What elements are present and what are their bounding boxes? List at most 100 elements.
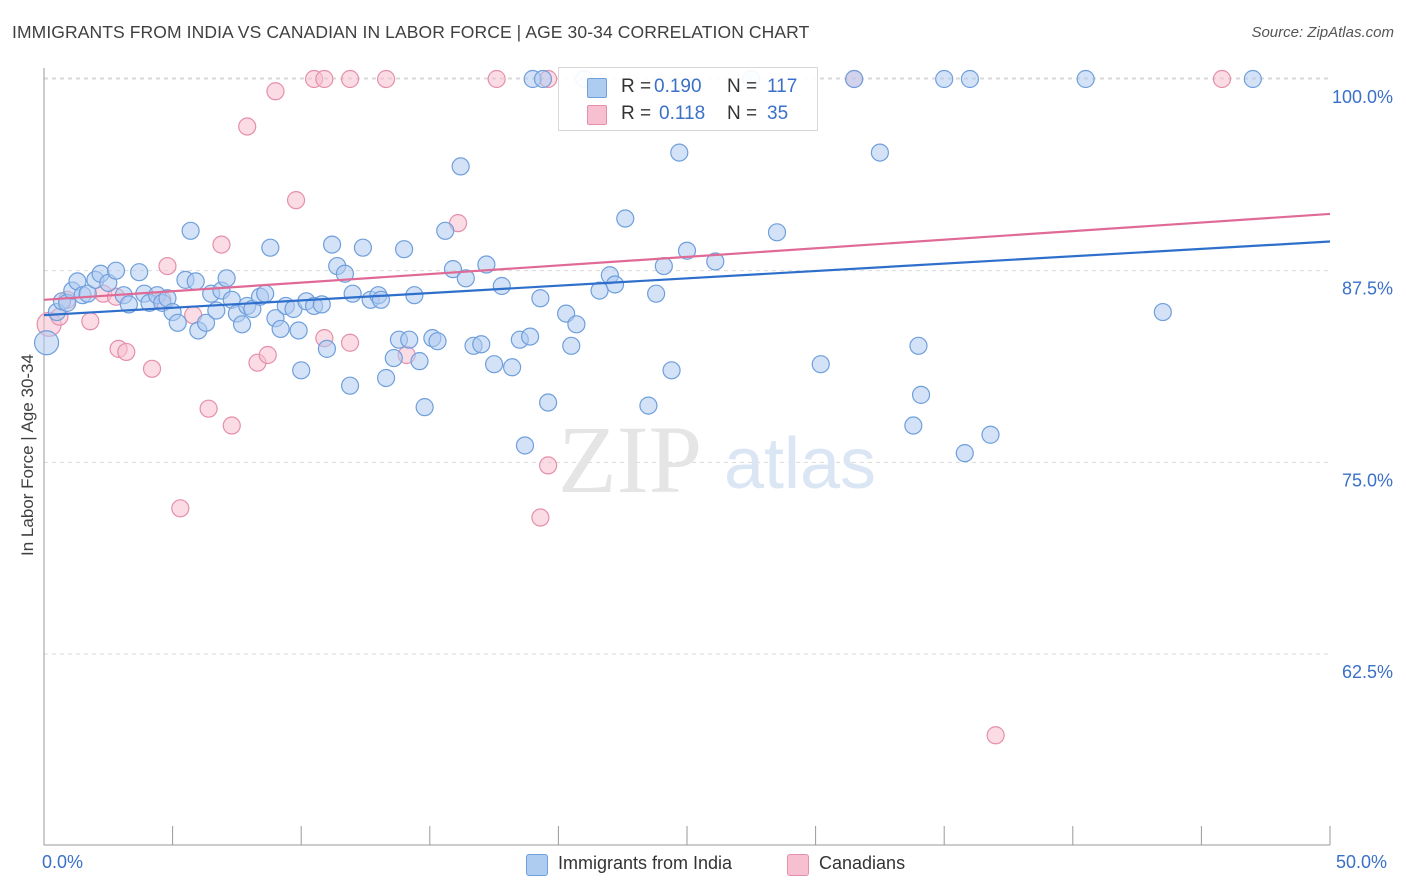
n-value: 35	[767, 103, 789, 124]
canadians-point-18	[258, 345, 277, 365]
india-point-104	[870, 143, 890, 162]
axes	[43, 68, 1331, 846]
india-point-48	[317, 339, 337, 358]
trend-lines	[43, 212, 1331, 317]
canadians-point-8	[142, 359, 162, 378]
india-point-83	[531, 289, 550, 308]
r-label: R =	[621, 76, 652, 97]
india-point-108	[935, 69, 954, 89]
india-point-13	[119, 295, 138, 314]
gridlines	[44, 77, 1330, 655]
y-tick-labels: 62.5% 75.0% 87.5% 100.0%	[1332, 87, 1393, 682]
legend-row-canadians: R = 0.118 N = 35	[559, 101, 817, 129]
india-point-112	[1076, 69, 1095, 89]
correlation-legend: R = 0.190 N = 117 R = 0.118 N = 35	[558, 67, 818, 131]
watermark-atlas: atlas	[724, 424, 876, 504]
india-point-67	[428, 332, 447, 351]
india-point-87	[567, 315, 586, 334]
canadians-point-20	[286, 191, 306, 210]
india-point-74	[477, 255, 496, 274]
canadians-point-30	[531, 508, 550, 527]
y-tick-label-0: 62.5%	[1342, 662, 1393, 682]
canadians-point-31	[539, 456, 558, 475]
india-swatch	[526, 854, 548, 876]
india-point-98	[677, 241, 697, 260]
n-label: N =	[727, 103, 758, 124]
india-point-107	[911, 385, 931, 404]
india-point-82	[533, 69, 553, 89]
india-point-73	[472, 335, 491, 354]
canadians-point-25	[340, 333, 360, 352]
n-label: N =	[727, 76, 758, 97]
india-point-70	[451, 157, 470, 176]
canadians-point-19	[266, 82, 285, 101]
canadians-point-14	[212, 235, 231, 254]
canadians-point-24	[340, 69, 360, 89]
india-point-96	[662, 361, 681, 380]
chart-source: Source: ZipAtlas.com	[1251, 24, 1394, 41]
india-point-99	[706, 252, 725, 271]
india-point-14	[130, 263, 149, 282]
india-point-76	[492, 276, 511, 296]
india-point-114	[1243, 69, 1262, 89]
legend-label-india: Immigrants from India	[558, 853, 733, 873]
canadians-point-16	[238, 117, 257, 136]
trend-line-canadians	[43, 212, 1331, 301]
india-point-103	[845, 69, 864, 89]
india-point-80	[515, 436, 535, 455]
canadians-point-3	[81, 312, 100, 331]
canadians-swatch	[787, 854, 809, 876]
r-label: R =	[621, 103, 652, 124]
india-point-43	[289, 321, 308, 340]
india-point-23	[181, 221, 200, 240]
y-tick-label-3: 100.0%	[1332, 87, 1393, 107]
watermark-zip: ZIP	[558, 406, 702, 513]
india-point-97	[670, 143, 689, 162]
canadians-point-7	[117, 342, 136, 362]
india-point-40	[271, 319, 290, 339]
canadians-point-13	[199, 399, 218, 418]
india-point-38	[261, 238, 280, 257]
india-point-61	[394, 240, 414, 259]
canadians-point-11	[171, 499, 190, 518]
india-point-95	[654, 256, 673, 276]
india-point-59	[384, 348, 403, 368]
india-point-89	[590, 281, 609, 300]
india-point-33	[232, 315, 252, 334]
india-point-62	[400, 330, 419, 349]
legend-label-canadians: Canadians	[819, 853, 906, 873]
india-point-106	[909, 336, 928, 355]
india-point-77	[503, 358, 522, 377]
india-point-75	[485, 355, 504, 374]
india-point-26	[196, 313, 216, 332]
india-point-11	[106, 261, 126, 280]
trend-line-india	[43, 240, 1331, 317]
india-point-24	[186, 272, 205, 291]
series-legend: Immigrants from India Canadians	[0, 852, 1406, 878]
india-point-94	[647, 284, 666, 303]
r-value: 0.118	[659, 103, 706, 124]
india-point-102	[811, 355, 830, 374]
india-point-49	[322, 235, 342, 254]
india-point-37	[256, 284, 275, 303]
india-point-110	[960, 69, 980, 89]
india-point-105	[904, 416, 923, 435]
india-point-54	[353, 238, 373, 257]
canadians-point-22	[315, 69, 334, 89]
x-tick-label-max: 50.0%	[1336, 852, 1388, 872]
canadians-swatch	[587, 105, 607, 125]
canadians-point-10	[158, 256, 177, 276]
india-point-111	[981, 425, 1000, 444]
canadians-point-29	[487, 69, 506, 89]
india-point-109	[955, 444, 974, 463]
india-point-47	[292, 361, 311, 380]
india-point-53	[343, 284, 362, 303]
india-point-101	[767, 223, 787, 242]
india-point-71	[456, 269, 475, 288]
legend-row-india: R = 0.190 N = 117	[559, 74, 817, 102]
india-point-91	[605, 275, 625, 294]
canadians-point-26	[376, 69, 396, 89]
n-value: 117	[767, 76, 798, 97]
india-point-84	[539, 393, 558, 412]
